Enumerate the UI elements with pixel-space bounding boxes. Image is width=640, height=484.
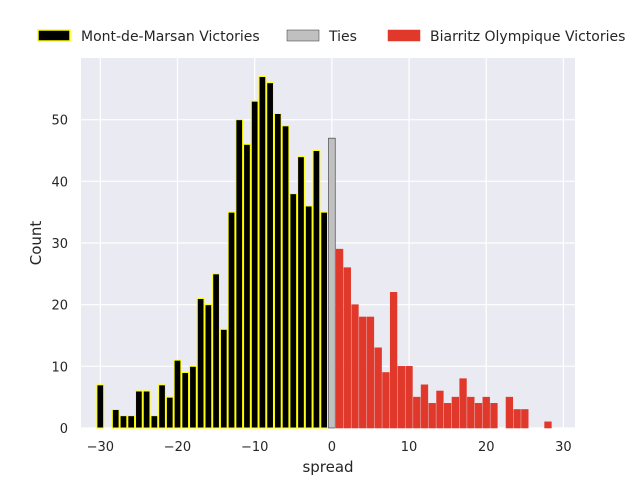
bar [474,403,483,429]
bar [343,267,351,429]
bar [490,403,498,429]
bar [204,304,213,429]
bar [544,421,552,429]
bar [451,396,460,429]
bar [436,390,444,429]
bar [351,304,359,429]
x-tick-label: 30 [555,440,572,455]
bar [150,415,159,429]
y-tick-label: 30 [51,237,68,252]
bar [219,328,228,429]
x-axis-label: spread [302,458,353,476]
bar [304,205,313,429]
y-tick-label: 20 [51,299,68,314]
bar [482,396,490,429]
bar [443,403,452,429]
legend-label: Biarritz Olympique Victories [430,29,625,45]
y-axis-label: Count [27,221,45,266]
x-tick-label: 10 [401,440,418,455]
bar [235,119,244,429]
bar [320,211,328,429]
bar [420,384,429,429]
series-1 [328,137,336,429]
bar [413,396,421,429]
bar [281,125,290,429]
bar [250,100,259,429]
bar [273,113,282,429]
legend-item: Ties [286,29,357,45]
legend-item: Mont-de-Marsan Victories [37,29,260,45]
bar [135,390,143,429]
legend-swatch [286,29,320,42]
bar [328,137,336,429]
legend-label: Mont-de-Marsan Victories [81,29,260,45]
bar [119,415,128,429]
y-tick-label: 10 [51,360,68,375]
bar [158,384,166,429]
legend-item: Biarritz Olympique Victories [387,29,625,45]
x-tick-label: −30 [87,440,114,455]
x-tick-label: −10 [241,440,268,455]
x-tick-labels: −30 −20 −10 0 10 20 30 [87,440,572,455]
bar [127,415,136,429]
bar [111,409,120,429]
bar [505,396,514,429]
bars-layer [96,76,552,429]
bar [196,298,205,429]
bar [258,76,267,429]
bar [243,143,251,429]
legend-swatch [37,29,71,42]
bar [521,409,529,429]
series-2 [335,248,552,429]
bar [312,150,321,429]
bar [382,372,390,429]
bar [173,359,182,429]
bar [212,273,220,429]
bar [142,390,151,429]
legend-swatch [387,29,421,42]
bar [266,82,274,429]
bar [96,384,105,429]
bar [428,403,436,429]
bar [335,248,344,429]
bar [513,409,521,429]
bar [289,193,298,429]
bar [389,292,398,429]
x-tick-label: 20 [478,440,495,455]
bar [227,211,236,429]
bar [189,365,197,429]
bar [374,347,382,429]
bar [359,316,367,429]
series-0 [96,76,328,429]
bar [405,366,413,429]
y-tick-label: 50 [51,114,68,129]
x-tick-label: 0 [328,440,336,455]
y-tick-label: 0 [60,422,68,437]
bar [467,396,475,429]
bar [297,156,305,429]
bar [459,378,467,429]
x-tick-label: −20 [164,440,191,455]
bar [397,366,405,429]
bar [165,396,174,429]
bar [366,316,375,429]
y-tick-labels: 0 10 20 30 40 50 [51,114,68,437]
y-tick-label: 40 [51,175,68,190]
legend-label: Ties [328,29,357,45]
legend: Mont-de-Marsan Victories Ties Biarritz Oly… [37,29,625,45]
bar [181,372,190,429]
